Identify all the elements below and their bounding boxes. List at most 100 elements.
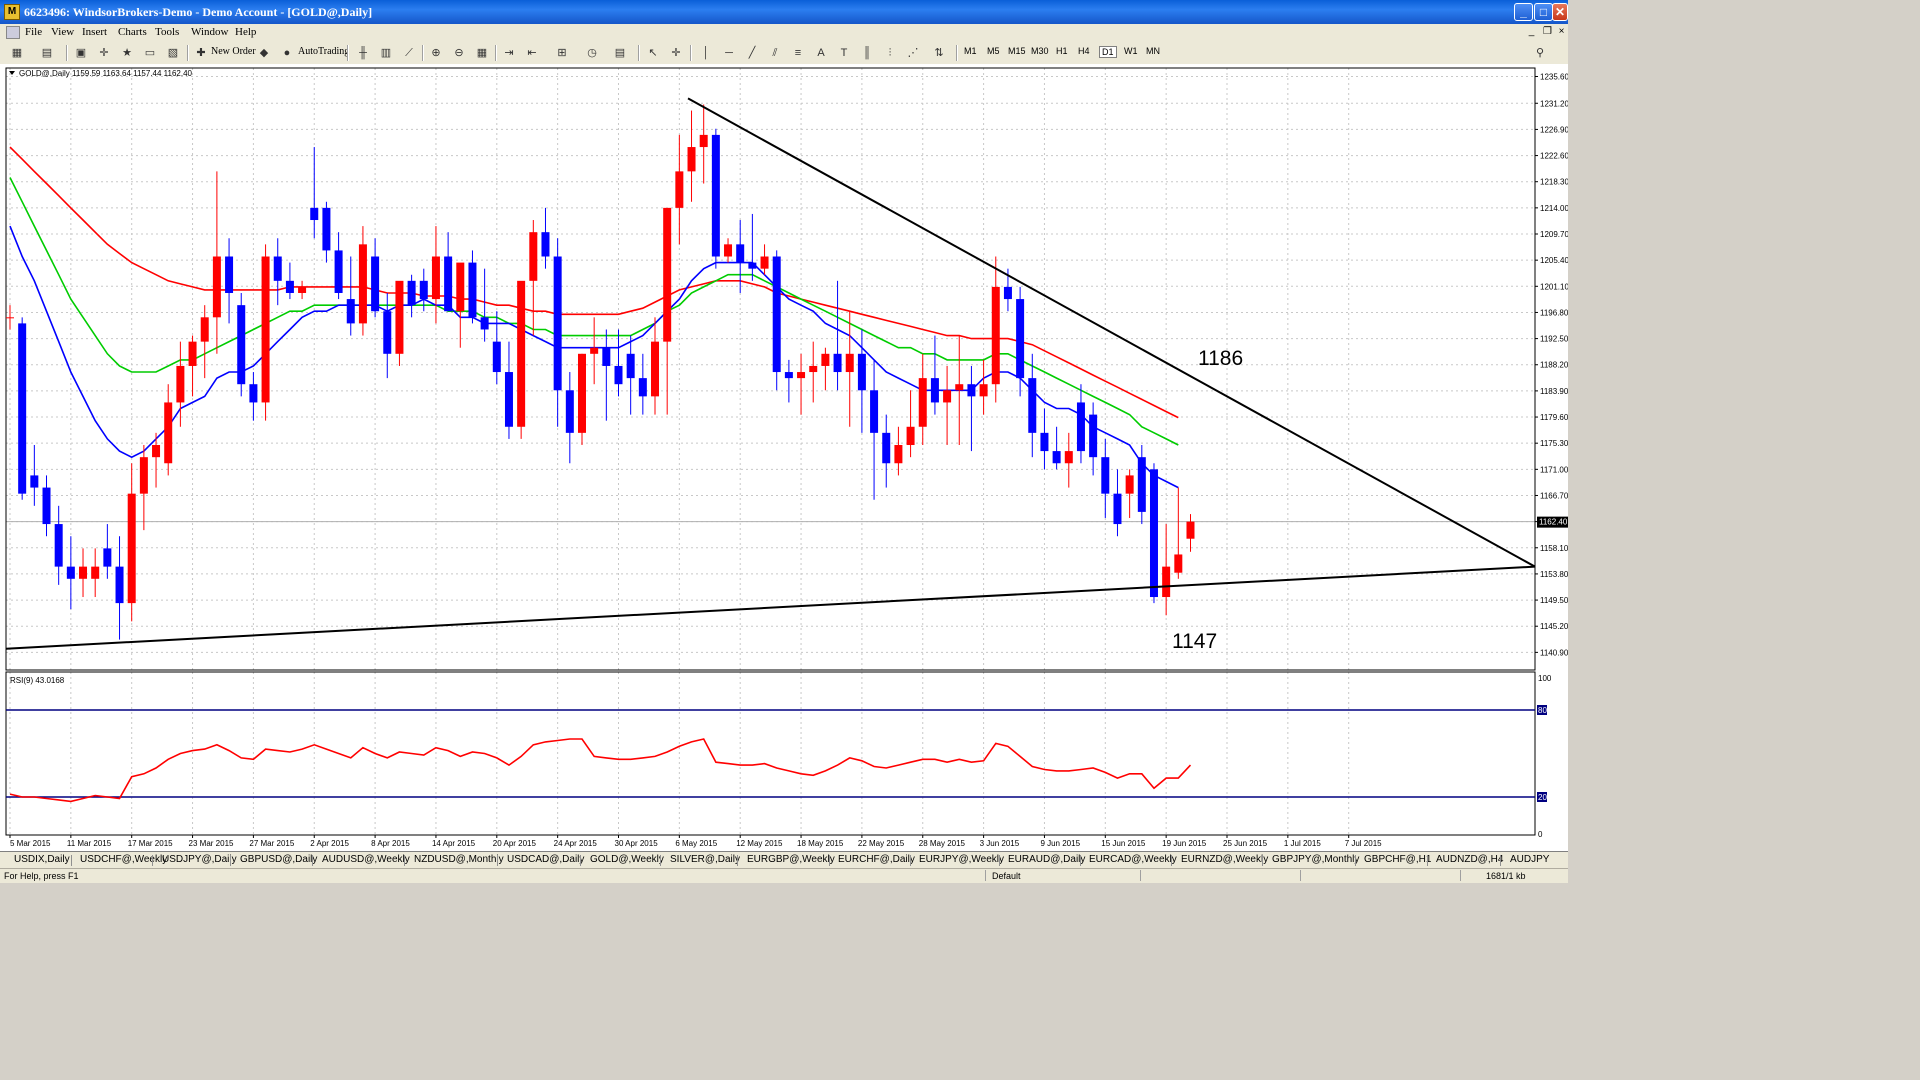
tab-gold-weekly[interactable]: GOLD@,Weekly (590, 854, 664, 865)
bar-chart-icon[interactable]: ╫ (359, 47, 367, 59)
templates-icon[interactable]: ▤ (614, 47, 626, 59)
tab-eurchf-daily[interactable]: EURCHF@,Daily (838, 854, 915, 865)
doc-minimize-button[interactable]: _ (1528, 26, 1535, 37)
autoscroll-icon[interactable]: ⇤ (527, 47, 537, 59)
text-icon[interactable]: A (817, 47, 825, 59)
price-axis-label: 1192.50 (1540, 335, 1568, 344)
menu-window[interactable]: Window (191, 26, 229, 38)
crosshair-icon[interactable]: ✛ (671, 47, 681, 59)
zoom-out-icon[interactable]: ⊖ (454, 47, 464, 59)
timeframe-h4[interactable]: H4 (1078, 46, 1090, 56)
doc-close-button[interactable]: × (1558, 26, 1565, 37)
new-order-button[interactable]: New Order (211, 46, 256, 57)
timeframe-m15[interactable]: M15 (1008, 46, 1026, 56)
horizontal-line-icon[interactable]: ─ (725, 47, 733, 59)
menu-help[interactable]: Help (235, 26, 257, 38)
candle (30, 445, 39, 506)
tab-audnzd-h4[interactable]: AUDNZD@,H4 (1436, 854, 1504, 865)
candle-body (91, 566, 100, 579)
data-window-icon[interactable]: ✛ (99, 47, 109, 59)
maximize-button[interactable]: □ (1534, 3, 1553, 21)
chart-canvas[interactable]: 20 80 1235.60 1231.20 1226.90 1222.60 1218.30… (0, 64, 1569, 851)
tab-eurcad-weekly[interactable]: EURCAD@,Weekly (1089, 854, 1177, 865)
timeframe-mn[interactable]: MN (1146, 46, 1160, 56)
new-chart-icon[interactable]: ▦ (11, 47, 23, 59)
timeframe-w1[interactable]: W1 (1124, 46, 1138, 56)
tab-usdjpy-daily[interactable]: USDJPY@,Daily (162, 854, 237, 865)
search-icon[interactable]: ⚲ (1535, 47, 1545, 59)
tab-gbpusd-daily[interactable]: GBPUSD@,Daily (240, 854, 318, 865)
tab-audjpy[interactable]: AUDJPY (1510, 854, 1550, 865)
metaeditor-icon[interactable]: ◆ (259, 47, 269, 59)
cursor-icon[interactable]: ↖ (648, 47, 658, 59)
timeframe-h1[interactable]: H1 (1056, 46, 1068, 56)
tab-audusd-weekly[interactable]: AUDUSD@,Weekly (322, 854, 410, 865)
candle (1089, 402, 1098, 476)
resistance-trendline[interactable] (687, 97, 1536, 568)
date-axis-label: 20 Apr 2015 (493, 839, 537, 848)
menu-file[interactable]: File (25, 26, 43, 38)
autotrading-icon[interactable]: ● (283, 47, 291, 59)
autotrading-button[interactable]: AutoTrading (298, 46, 350, 57)
new-order-icon[interactable]: ✚ (196, 47, 206, 59)
tab-gbpjpy-monthly[interactable]: GBPJPY@,Monthly (1272, 854, 1360, 865)
timeframe-m1[interactable]: M1 (964, 46, 977, 56)
profiles-icon[interactable]: ▤ (41, 47, 53, 59)
tab-euraud-daily[interactable]: EURAUD@,Daily (1008, 854, 1086, 865)
close-button[interactable]: ✕ (1552, 3, 1568, 21)
price-axis-label: 1158.10 (1540, 544, 1568, 553)
market-watch-icon[interactable]: ▣ (75, 47, 87, 59)
tab-usdchf-weekly[interactable]: USDCHF@,Weekly (80, 854, 168, 865)
menu-insert[interactable]: Insert (82, 26, 108, 38)
arrows-icon[interactable]: ⇅ (934, 47, 944, 59)
trendline-icon[interactable]: ╱ (748, 47, 756, 59)
minimize-button[interactable]: _ (1514, 3, 1533, 21)
tab-eurjpy-weekly[interactable]: EURJPY@,Weekly (919, 854, 1004, 865)
candle (346, 256, 355, 336)
tab-usdix-daily[interactable]: USDIX,Daily (14, 854, 70, 865)
timeframe-m5[interactable]: M5 (987, 46, 1000, 56)
timeframe-d1[interactable]: D1 (1099, 46, 1117, 58)
line-chart-icon[interactable]: ⟋ (405, 47, 413, 59)
navigator-icon[interactable]: ★ (122, 47, 132, 59)
tab-gbpchf-h1[interactable]: GBPCHF@,H1 (1364, 854, 1432, 865)
candle-body (6, 317, 14, 319)
periods-icon[interactable]: ◷ (587, 47, 597, 59)
terminal-icon[interactable]: ▭ (144, 47, 156, 59)
equidistant-channel-icon[interactable]: ⫽ (772, 47, 778, 59)
candlesticks-icon[interactable]: ▥ (380, 47, 392, 59)
strategy-tester-icon[interactable]: ▧ (167, 47, 179, 59)
candle (882, 414, 891, 488)
tab-usdcad-daily[interactable]: USDCAD@,Daily (507, 854, 585, 865)
fibo-time-icon[interactable]: ⋰ (907, 47, 919, 59)
document-icon[interactable] (6, 26, 20, 39)
candle-body (1137, 457, 1146, 512)
zoom-in-icon[interactable]: ⊕ (431, 47, 441, 59)
menu-tools[interactable]: Tools (155, 26, 180, 38)
price-axis-label: 1196.80 (1540, 308, 1568, 317)
menu-charts[interactable]: Charts (118, 26, 147, 38)
price-axis-label: 1153.80 (1540, 570, 1568, 579)
chart-window[interactable]: 20 80 1235.60 1231.20 1226.90 1222.60 1218.30… (0, 64, 1569, 851)
fibonacci-icon[interactable]: ≡ (794, 47, 802, 59)
tab-eurgbp-weekly[interactable]: EURGBP@,Weekly (747, 854, 835, 865)
gann-icon[interactable]: ║ (863, 47, 871, 59)
fibo-fan-icon[interactable]: ⫶ (888, 47, 892, 59)
candle (504, 341, 513, 439)
candle-body (906, 426, 915, 446)
chart-shift-icon[interactable]: ⇥ (504, 47, 514, 59)
candle-body (955, 384, 964, 391)
menu-view[interactable]: View (51, 26, 75, 38)
tab-silver-daily[interactable]: SILVER@,Daily (670, 854, 740, 865)
text-label-icon[interactable]: T (840, 47, 848, 59)
tile-windows-icon[interactable]: ▦ (476, 47, 488, 59)
tab-eurnzd-weekly[interactable]: EURNZD@,Weekly (1181, 854, 1269, 865)
support-trendline[interactable] (5, 565, 1536, 650)
tab-nzdusd-monthly[interactable]: NZDUSD@,Monthly (414, 854, 504, 865)
vertical-line-icon[interactable]: │ (702, 47, 710, 59)
timeframe-m30[interactable]: M30 (1031, 46, 1049, 56)
indicators-icon[interactable]: ⊞ (557, 47, 567, 59)
doc-restore-button[interactable]: ❐ (1543, 26, 1552, 37)
price-axis-label: 1149.50 (1540, 596, 1568, 605)
candle-body (492, 341, 501, 373)
